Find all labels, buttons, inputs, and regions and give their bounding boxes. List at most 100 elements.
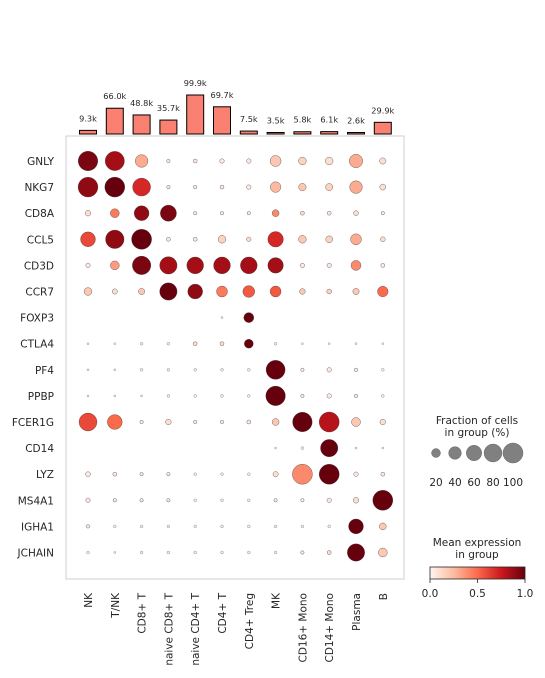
dot-lyz-naive-cd4-t — [193, 472, 197, 476]
group-label-naive-cd8-t: naive CD8+ T — [163, 592, 175, 665]
dot-nkg7-cd16-mono — [298, 183, 307, 192]
dot-ctla4-t-nk — [113, 342, 116, 345]
dot-ctla4-cd4-treg — [244, 339, 254, 349]
dot-jchain-b — [378, 547, 388, 558]
dot-ms4a1-plasma — [352, 497, 360, 504]
dot-jchain-cd14-mono — [327, 550, 332, 555]
dot-ccr7-cd4-t — [216, 285, 228, 298]
dot-ppbp-b — [381, 394, 385, 398]
dot-pf4-naive-cd8-t — [166, 368, 170, 372]
dot-ms4a1-cd8-t — [139, 498, 144, 503]
dot-cd3d-naive-cd8-t — [159, 256, 178, 275]
count-label-nk: 9.3k — [79, 113, 97, 123]
dot-jchain-cd4-t — [220, 550, 224, 555]
dotplot-frame — [65, 135, 405, 580]
count-label-cd8-t: 48.8k — [130, 98, 153, 108]
dot-nkg7-plasma — [349, 180, 363, 194]
count-label-naive-cd8-t: 35.7k — [157, 103, 180, 113]
dot-ccl5-plasma — [350, 233, 362, 245]
dot-ccr7-mk — [269, 285, 282, 298]
dot-jchain-naive-cd4-t — [193, 550, 197, 555]
dot-foxp3-cd4-t — [220, 316, 224, 319]
group-labels: NK T/NK CD8+ T naive CD8+ T naive CD4+ T CD4+… — [83, 592, 390, 666]
dot-lyz-t-nk — [112, 472, 117, 477]
dot-igha1-cd4-treg — [247, 524, 251, 528]
dot-ctla4-naive-cd8-t — [166, 342, 170, 346]
dot-lyz-plasma — [353, 471, 359, 477]
dot-cd8a-plasma — [353, 210, 359, 216]
dot-cd8a-naive-cd4-t — [193, 211, 198, 216]
dot-cd3d-plasma — [350, 260, 362, 271]
dot-ms4a1-cd16-mono — [300, 498, 305, 503]
count-label-b: 29.9k — [371, 105, 394, 115]
count-bar-naive-cd8-t — [159, 119, 178, 135]
dot-ccr7-cd4-treg — [242, 285, 255, 298]
gene-label-ccr7: CCR7 — [25, 287, 54, 299]
dot-igha1-naive-cd8-t — [166, 524, 170, 528]
dot-gnly-cd4-t — [219, 158, 225, 164]
size-legend-dot-60 — [466, 445, 482, 461]
gene-label-cd14: CD14 — [25, 443, 54, 455]
dot-cd3d-naive-cd4-t — [186, 256, 204, 274]
dot-pf4-b — [381, 368, 385, 372]
dot-ppbp-cd8-t — [140, 394, 143, 398]
group-label-b: B — [378, 593, 390, 600]
group-label-plasma: Plasma — [351, 593, 363, 631]
dot-igha1-cd14-mono — [327, 524, 331, 528]
dot-pf4-cd14-mono — [326, 367, 332, 373]
dot-grid — [77, 151, 393, 562]
dot-fcer1g-t-nk — [107, 414, 123, 430]
dot-ms4a1-cd14-mono — [326, 497, 332, 503]
colorbar-tick-label-2: 1.0 — [517, 588, 534, 600]
size-legend-dot-20 — [431, 448, 441, 458]
dot-cd8a-mk — [271, 209, 280, 217]
size-legend-title-line1: Fraction of cells — [436, 415, 518, 427]
count-bar-nk — [79, 129, 97, 135]
dot-ms4a1-mk — [273, 498, 278, 503]
dot-cd8a-naive-cd8-t — [160, 204, 177, 222]
size-legend-dot-80 — [483, 443, 503, 463]
dot-fcer1g-cd14-mono — [319, 411, 340, 433]
count-label-cd14-mono: 6.1k — [320, 115, 338, 125]
dot-gnly-naive-cd4-t — [193, 158, 198, 164]
dot-ccl5-cd16-mono — [298, 235, 307, 244]
dot-ppbp-naive-cd8-t — [166, 394, 170, 398]
color-legend: Mean expression in group 0.0 0.5 1.0 — [422, 537, 534, 600]
dot-fcer1g-mk — [271, 418, 280, 426]
dot-fcer1g-naive-cd4-t — [193, 420, 198, 424]
gene-label-foxp3: FOXP3 — [20, 313, 54, 325]
dot-gnly-t-nk — [105, 151, 125, 171]
dot-pf4-cd16-mono — [300, 367, 305, 372]
dot-pf4-mk — [265, 360, 286, 380]
dot-ccl5-cd8-t — [131, 229, 152, 250]
dot-jchain-nk — [86, 550, 90, 555]
dot-cd8a-cd16-mono — [300, 211, 305, 216]
dot-ctla4-mk — [274, 342, 278, 346]
dot-fcer1g-cd4-treg — [246, 419, 251, 425]
size-legend-dot-40 — [448, 446, 462, 460]
count-bar-plasma — [347, 132, 365, 135]
count-label-naive-cd4-t: 99.9k — [184, 78, 207, 88]
dot-ccr7-naive-cd4-t — [187, 283, 203, 300]
dot-ms4a1-naive-cd8-t — [166, 498, 171, 503]
dot-cd14-mk — [274, 446, 277, 450]
dot-cd8a-cd14-mono — [327, 211, 332, 216]
count-bar-t-nk — [105, 107, 124, 135]
dot-ctla4-cd14-mono — [328, 342, 331, 345]
dot-gnly-mk — [269, 155, 282, 167]
gene-label-igha1: IGHA1 — [21, 521, 54, 533]
size-legend-label-100: 100 — [503, 477, 523, 489]
dot-ppbp-cd4-t — [220, 394, 224, 398]
dot-igha1-cd4-t — [220, 524, 224, 528]
dot-ccl5-t-nk — [105, 229, 125, 249]
dot-ccr7-nk — [83, 287, 93, 296]
dot-pf4-t-nk — [113, 368, 116, 371]
dot-cd3d-cd4-t — [213, 256, 231, 274]
dot-nkg7-t-nk — [104, 176, 125, 198]
gene-label-ccl5: CCL5 — [27, 234, 54, 246]
dot-ppbp-t-nk — [113, 394, 116, 398]
dot-lyz-cd4-t — [220, 472, 224, 476]
dot-ccr7-plasma — [352, 288, 360, 295]
dot-cd8a-cd8-t — [134, 205, 150, 221]
dot-igha1-mk — [274, 524, 278, 528]
